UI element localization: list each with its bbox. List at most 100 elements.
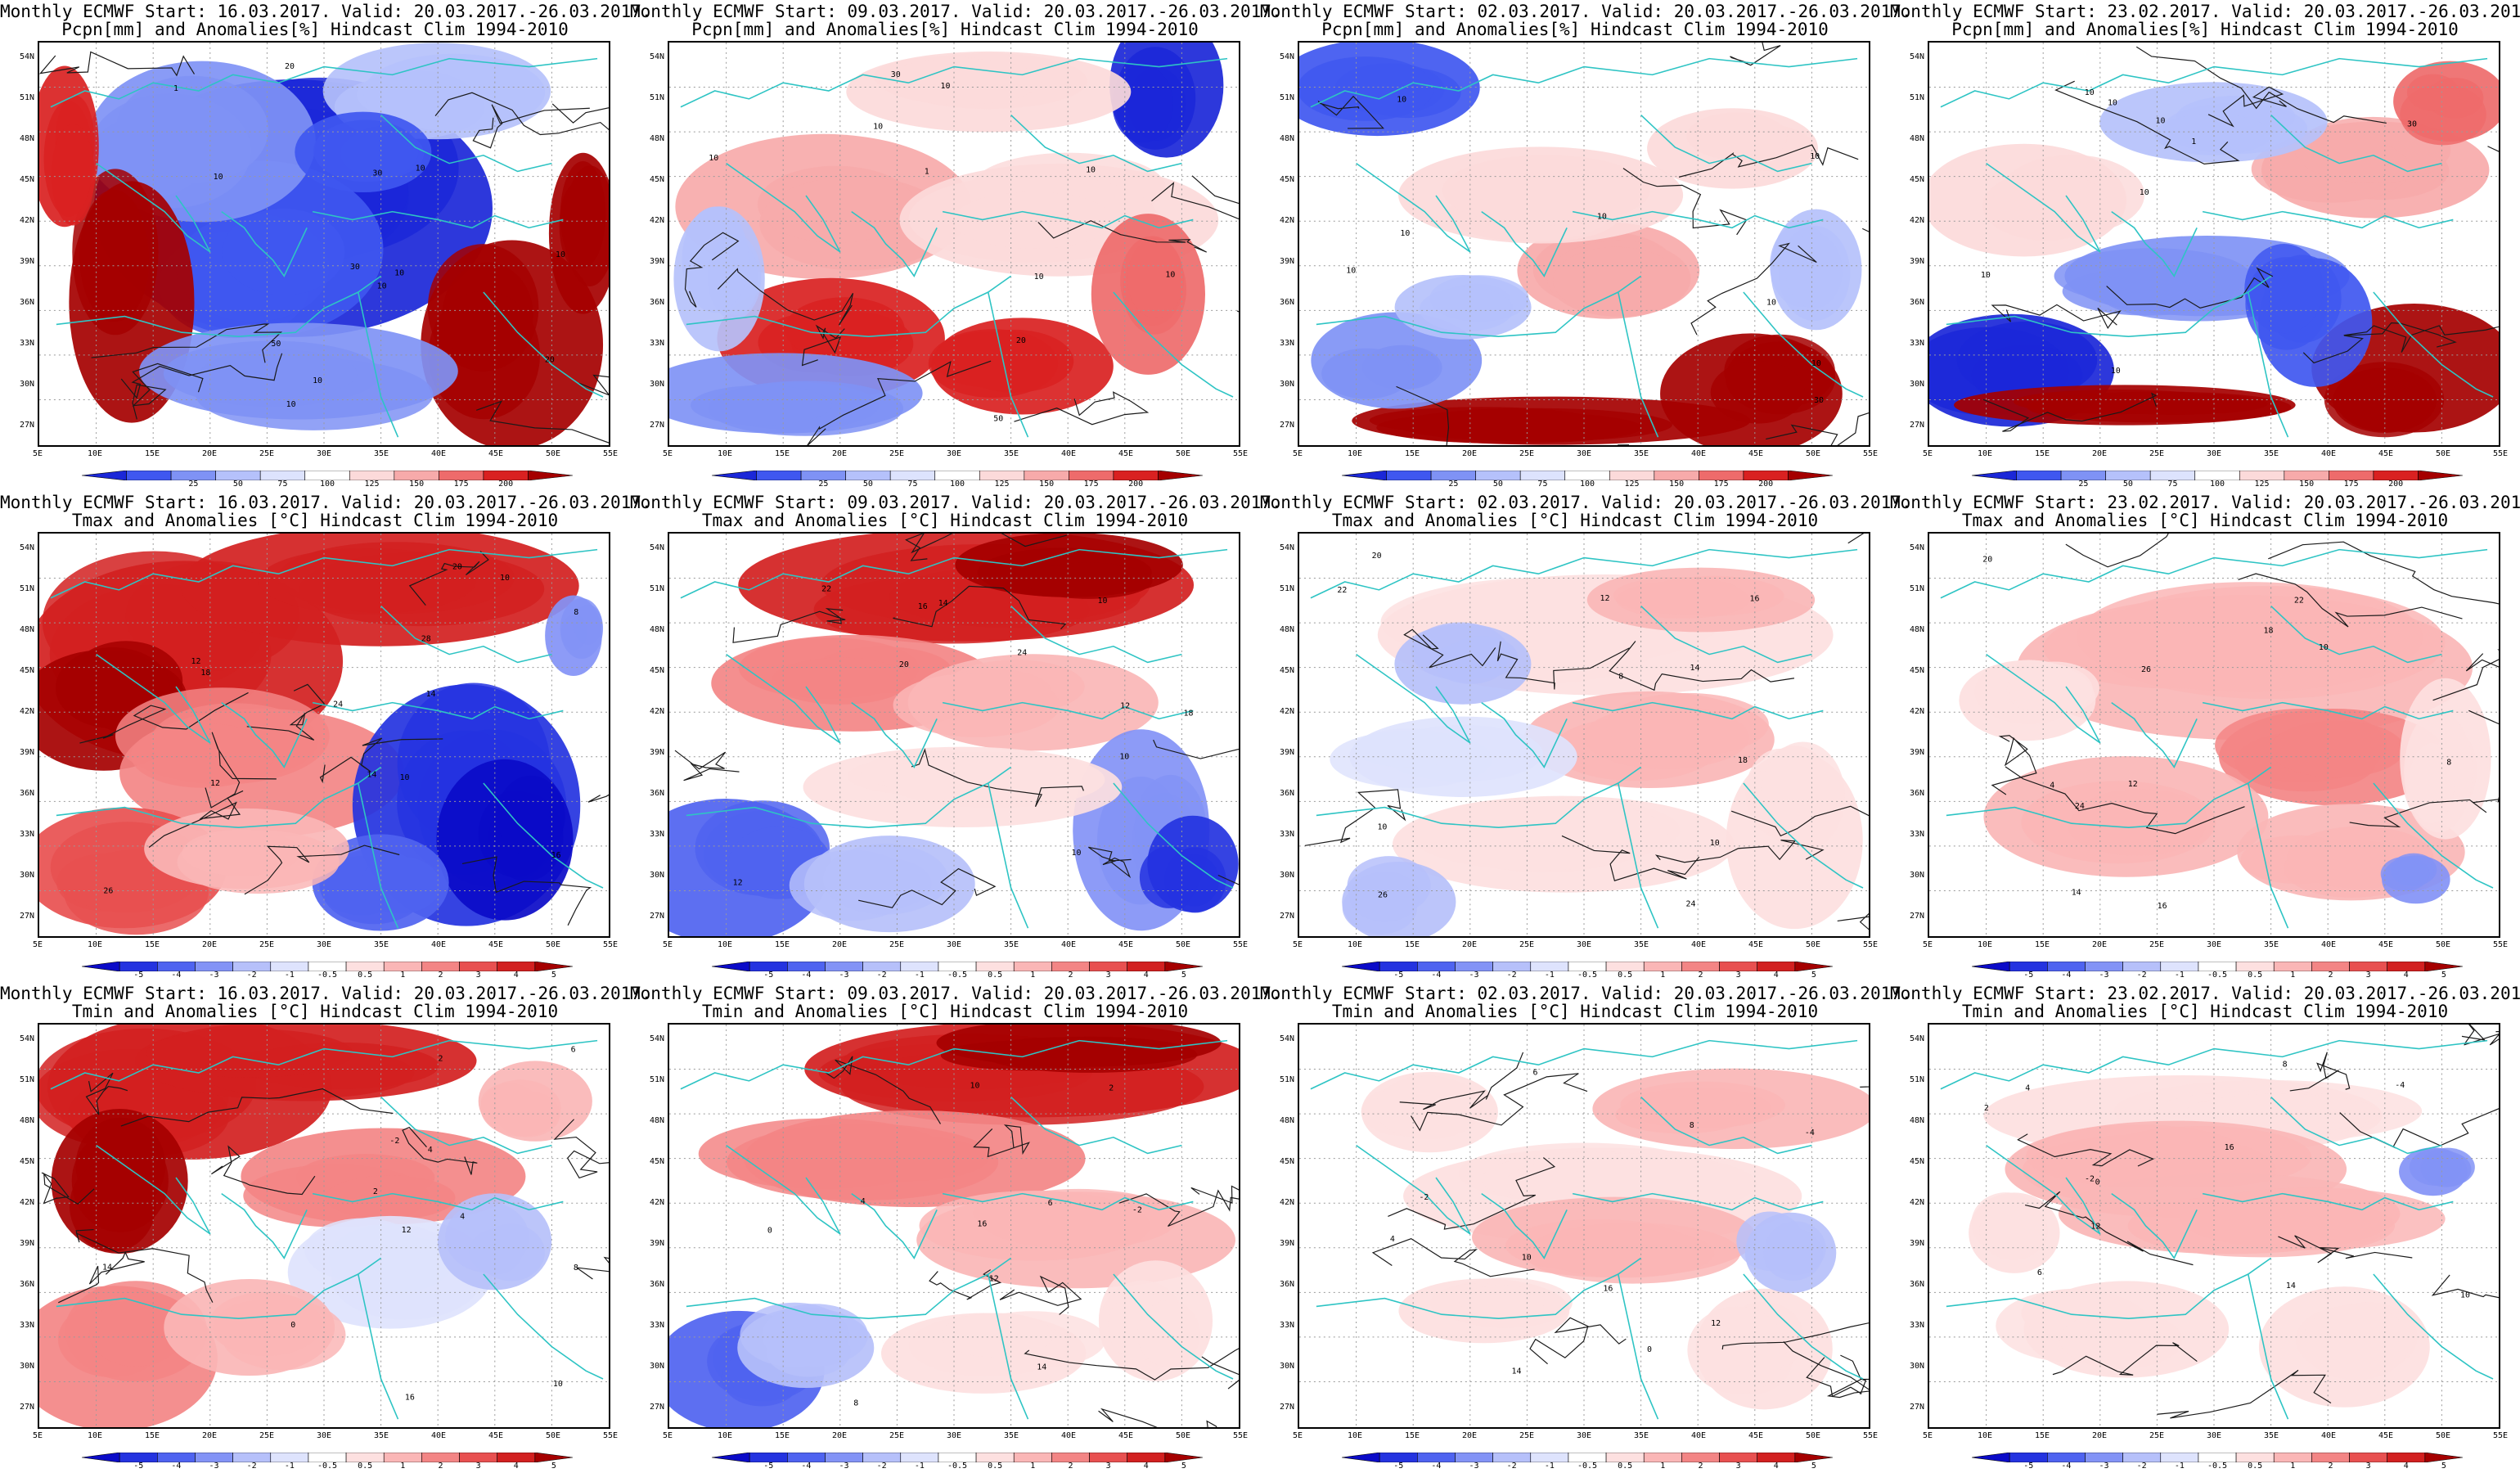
forecast-panel: Monthly ECMWF Start: 09.03.2017. Valid: … — [630, 982, 1282, 1473]
anomaly-map: 10 12 10 12 14 16 18 20 22 24 10 — [668, 532, 1240, 938]
colorbar-swatch — [1519, 471, 1566, 480]
colorbar-tick-label: 2 — [438, 1462, 443, 1471]
colorbar-swatch — [787, 1453, 826, 1462]
colorbar-tick-label: -0.5 — [317, 971, 338, 980]
anomaly-blob — [1139, 846, 1199, 908]
longitude-tick-label: 55E — [2492, 940, 2509, 949]
longitude-tick-label: 30E — [316, 449, 332, 458]
colorbar-tick-label: -3 — [209, 1462, 219, 1471]
contour-value-label: 20 — [285, 62, 295, 71]
colorbar-swatch — [2047, 1453, 2086, 1462]
latitude-tick-label: 33N — [649, 339, 664, 348]
latitude-tick-label: 33N — [1279, 339, 1294, 348]
anomaly-blob — [690, 385, 832, 426]
contour-line — [1730, 805, 1869, 837]
colorbar-tick-label: -1 — [1544, 1462, 1555, 1471]
colorbar-tick-label: 5 — [1811, 971, 1816, 980]
latitude-tick-label: 36N — [1279, 789, 1294, 798]
contour-value-label: 24 — [1017, 649, 1027, 658]
colorbar-swatch — [2373, 471, 2419, 480]
map-field: 4 8 10 12 14 16 18 20 22 24 26 — [1929, 534, 2499, 936]
graticule — [39, 534, 609, 936]
longitude-tick-label: 20E — [831, 940, 848, 949]
longitude-tick-label: 50E — [1175, 940, 1191, 949]
contour-line — [434, 92, 609, 136]
contour-value-label: 22 — [821, 585, 831, 594]
colorbar-swatches — [1342, 962, 1833, 971]
contour-line — [1396, 385, 1450, 445]
contour-line — [1151, 182, 1239, 220]
contour-value-label: 10 — [500, 574, 510, 583]
longitude-tick-label: 10E — [717, 1431, 733, 1440]
colorbar-tick-label: -0.5 — [2207, 1462, 2228, 1471]
colorbar-swatch — [2122, 1453, 2162, 1462]
colorbar-swatch — [1794, 1453, 1833, 1462]
contour-value-label: 10 — [1981, 271, 1991, 280]
anomaly-blob — [70, 1160, 156, 1252]
coastline — [686, 766, 1012, 828]
latitude-tick-label: 42N — [1909, 1198, 1924, 1207]
panel-title-line2: Pcpn[mm] and Anomalies[%] Hindcast Clim … — [691, 20, 1199, 39]
latitude-tick-label: 30N — [19, 1362, 34, 1371]
colorbar-tick-label: 4 — [1143, 1462, 1149, 1471]
colorbar-swatch — [862, 1453, 902, 1462]
colorbar-tick-label: -0.5 — [2207, 971, 2228, 980]
contour-value-label: 0 — [2095, 1178, 2100, 1187]
latitude-tick-label: 51N — [19, 1075, 34, 1084]
colorbar-swatch — [1643, 1453, 1682, 1462]
anomaly-blob — [574, 604, 602, 645]
contour-value-label: 10 — [400, 773, 410, 782]
colorbar-tick-label: 2 — [438, 971, 443, 980]
colorbar-tick-label: 150 — [2299, 480, 2315, 489]
colorbar-tick-label: 2 — [1698, 971, 1703, 980]
colorbar: -5 -4 -3 -2 -1 -0.5 0.5 1 2 3 4 5 — [1342, 962, 1833, 980]
contour-line — [807, 360, 992, 445]
anomaly-shading — [39, 1025, 592, 1427]
colorbar-swatch — [259, 471, 306, 480]
colorbar-tick-label: -1 — [914, 1462, 925, 1471]
coastline — [2202, 210, 2454, 229]
colorbar-tick-label: 3 — [1735, 971, 1741, 980]
forecast-panel: Monthly ECMWF Start: 02.03.2017. Valid: … — [1260, 0, 1912, 491]
map-field: 8 10 10 12 14 16 18 20 22 24 26 — [1299, 534, 1869, 936]
colorbar-swatch — [756, 471, 802, 480]
longitude-tick-label: 45E — [488, 449, 504, 458]
latitude-tick-label: 48N — [1909, 1116, 1924, 1125]
longitude-tick-label: 55E — [1232, 940, 1249, 949]
longitude-tick-label: 50E — [545, 449, 561, 458]
anomaly-blob — [258, 547, 477, 615]
colorbar-tick-label: 3 — [1105, 971, 1111, 980]
colorbar-swatch — [2009, 1453, 2048, 1462]
coastline — [380, 1097, 552, 1155]
contour-line — [120, 353, 283, 399]
latitude-tick-label: 30N — [649, 871, 664, 880]
panel-title-line2: Tmax and Anomalies [°C] Hindcast Clim 19… — [71, 511, 559, 530]
contour-line — [1014, 391, 1150, 426]
contour-line — [91, 323, 283, 363]
latitude-tick-label: 48N — [1279, 134, 1294, 143]
contour-value-label: 10 — [214, 173, 223, 182]
latitude-tick-label: 36N — [1279, 1280, 1294, 1289]
colorbar-swatch — [2329, 471, 2374, 480]
colorbar-tick-label: 4 — [1773, 1462, 1779, 1471]
anomaly-blob — [88, 1300, 183, 1367]
longitude-tick-label: 50E — [545, 940, 561, 949]
colorbar-swatch — [1972, 471, 2017, 480]
longitude-tick-label: 20E — [201, 1431, 218, 1440]
longitude-tick-label: 35E — [1003, 940, 1019, 949]
colorbar-tick-label: -0.5 — [947, 1462, 968, 1471]
forecast-panel: Monthly ECMWF Start: 16.03.2017. Valid: … — [0, 491, 652, 982]
colorbar-tick-label: 5 — [1181, 971, 1186, 980]
anomaly-blob — [727, 1124, 999, 1200]
colorbar-swatch — [1069, 471, 1114, 480]
contour-value-label: 20 — [452, 563, 462, 572]
contour-value-label: 14 — [1037, 1363, 1046, 1372]
colorbar-swatch — [1530, 1453, 1569, 1462]
longitude-tick-label: 5E — [32, 449, 43, 458]
contour-line — [732, 608, 846, 643]
graticule — [669, 1025, 1239, 1427]
latitude-tick-label: 45N — [649, 1157, 664, 1166]
coastline — [987, 291, 1029, 438]
latitude-tick-label: 39N — [1909, 1239, 1924, 1248]
colorbar-tick-label: 1 — [2290, 971, 2296, 980]
